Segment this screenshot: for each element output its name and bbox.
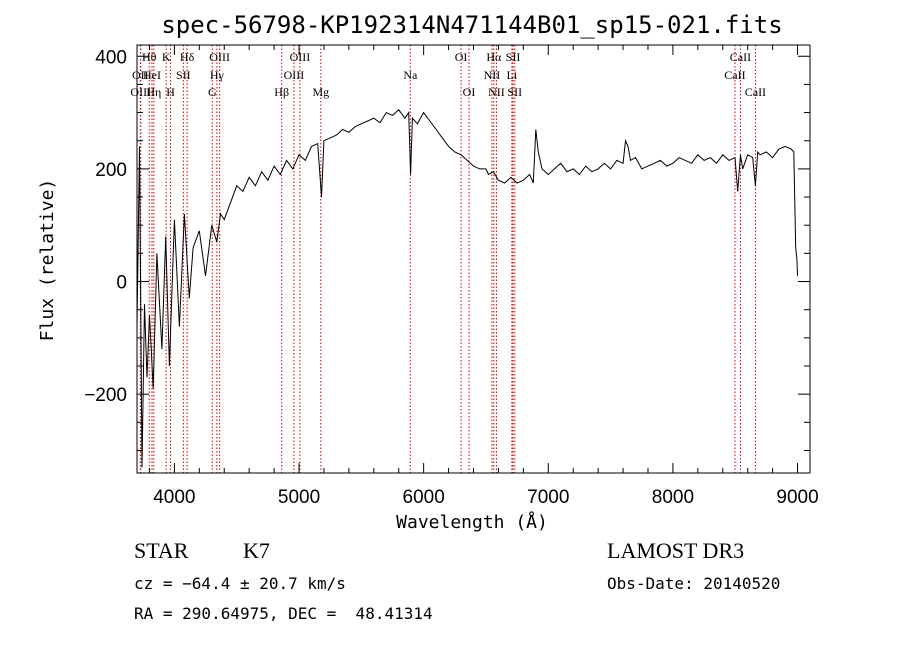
spectral-line-labels: OIIOIIIHθHeIHηKHSIIHδGHγOIIIHβOIIIOIIIMg… [130,50,766,99]
spectral-line-label: CaII [724,68,745,82]
spectral-line-label: OIII [290,50,311,64]
x-tick-label: 7000 [527,487,569,508]
spectral-line-label: Mg [312,85,329,99]
x-tick-label: 8000 [652,487,694,508]
object-class: STAR [134,538,189,563]
spectral-line-label: CaII [730,50,751,64]
spectral-line-label: Hβ [274,85,289,99]
x-tick-label: 9000 [776,487,818,508]
y-tick-label: 200 [95,160,127,181]
survey-name: LAMOST DR3 [607,538,745,563]
axis-tick-labels: 4000 5000 6000 7000 8000 9000 −200 0 200 400 [84,47,818,508]
spectral-line-label: K [162,50,171,64]
redshift-readout: cz = −64.4 ± 20.7 km/s [134,574,346,593]
spectral-line-label: Hη [146,85,161,99]
spectral-line-label: SII [176,68,191,82]
spectral-line-label: OIII [209,50,230,64]
y-tick-label: 400 [95,47,127,68]
chart-title: spec-56798-KP192314N471144B01_sp15-021.f… [161,11,782,39]
spectral-line-label: Hα [486,50,502,64]
spectral-line-label: G [208,85,217,99]
observation-date: Obs-Date: 20140520 [607,574,781,593]
y-tick-label: −200 [84,385,127,406]
spectral-line-label: Na [403,68,418,82]
plot-frame [136,44,811,474]
spectral-line-label: Hδ [180,50,195,64]
spectral-line-label: CaII [745,85,766,99]
spectral-line-label: SII [507,85,522,99]
spectral-line-label: NII [484,68,501,82]
spectral-line-label: Hγ [210,68,225,82]
spectral-line-label: OIII [130,85,151,99]
spectral-line-label: NII [488,85,505,99]
y-tick-label: 0 [116,273,127,294]
x-tick-label: 4000 [153,487,195,508]
axis-ticks [137,45,810,473]
spectral-line-label: Li [507,68,518,82]
spectral-line-label: Hθ [142,50,157,64]
x-tick-label: 5000 [278,487,320,508]
spectral-line-label: H [166,85,175,99]
spectral-subclass: K7 [243,538,270,563]
y-axis-title: Flux (relative) [37,179,58,342]
x-tick-label: 6000 [403,487,445,508]
coordinates-readout: RA = 290.64975, DEC = 48.41314 [134,604,433,623]
spectral-line-label: OI [463,85,476,99]
spectral-line-label: SII [506,50,521,64]
spectral-line-label: OI [455,50,468,64]
spectral-line-label: OII [132,68,149,82]
spectrum-series-line [136,109,798,468]
spectral-line-markers [139,45,756,473]
x-axis-title: Wavelength (Å) [396,511,548,533]
spectral-line-label: OIII [284,68,305,82]
spectral-line-label: HeI [143,68,161,82]
